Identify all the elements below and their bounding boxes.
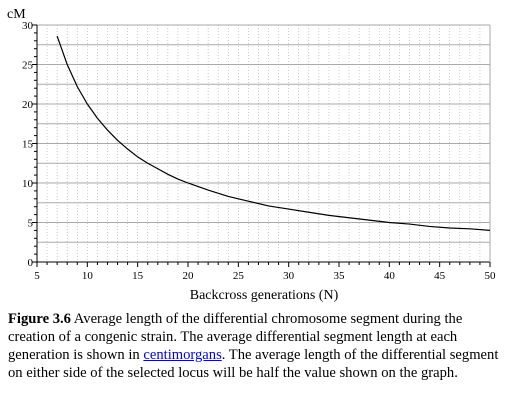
y-axis-label: cM: [7, 7, 26, 22]
figure-caption: Figure 3.6 Average length of the differe…: [8, 310, 504, 382]
x-tick-label: 45: [434, 270, 446, 282]
x-tick-label: 30: [283, 270, 295, 282]
y-tick-label: 30: [22, 20, 34, 32]
x-tick-label: 25: [233, 270, 245, 282]
y-tick-label: 0: [28, 257, 34, 269]
grid-lines: [36, 24, 491, 263]
y-tick-label: 10: [22, 178, 34, 190]
caption-text-1: Average length of the differential chrom…: [8, 311, 463, 363]
centimorgans-link[interactable]: centimorgans: [143, 347, 222, 363]
figure-label: Figure 3.6: [8, 311, 71, 327]
y-tick-label: 25: [22, 60, 34, 72]
caption-text-2: . The average length of the differential…: [8, 347, 499, 381]
y-tick-label: 15: [22, 139, 34, 151]
x-tick-label: 5: [34, 270, 40, 282]
x-tick-label: 15: [132, 270, 144, 282]
x-tick-label: 20: [183, 270, 195, 282]
y-axis-ticks: 0 5 10 15 20 25 30: [22, 20, 37, 269]
series-line: [56, 35, 491, 231]
x-tick-label: 50: [485, 270, 497, 282]
x-axis-label: Backcross generations (N): [190, 288, 339, 303]
y-tick-label: 5: [28, 218, 34, 230]
y-tick-label: 20: [22, 99, 34, 111]
x-tick-label: 10: [82, 270, 94, 282]
x-tick-label: 40: [384, 270, 396, 282]
x-axis-ticks: 5 10 15 20 25 30 35 40 45 50: [34, 262, 496, 282]
x-tick-label: 35: [334, 270, 346, 282]
